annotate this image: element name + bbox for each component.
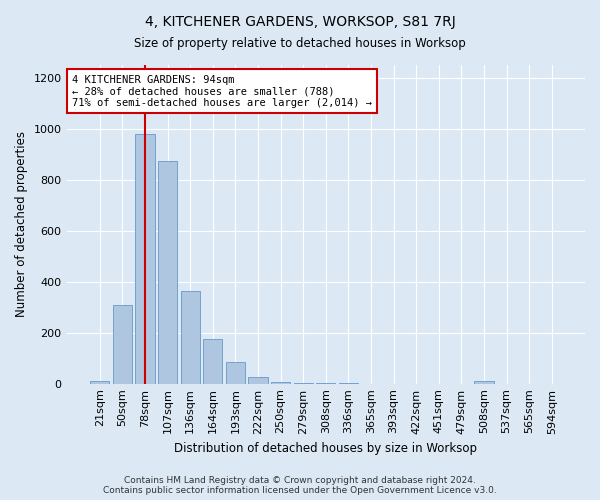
- Bar: [475, 381, 494, 384]
- Bar: [293, 383, 313, 384]
- X-axis label: Distribution of detached houses by size in Worksop: Distribution of detached houses by size …: [174, 442, 477, 455]
- Bar: [248, 378, 268, 384]
- Bar: [226, 362, 245, 384]
- Bar: [90, 381, 109, 384]
- Bar: [136, 134, 155, 384]
- Bar: [271, 382, 290, 384]
- Bar: [181, 290, 200, 384]
- Text: 4 KITCHENER GARDENS: 94sqm
← 28% of detached houses are smaller (788)
71% of sem: 4 KITCHENER GARDENS: 94sqm ← 28% of deta…: [72, 74, 372, 108]
- Text: Contains HM Land Registry data © Crown copyright and database right 2024.
Contai: Contains HM Land Registry data © Crown c…: [103, 476, 497, 495]
- Bar: [203, 339, 223, 384]
- Bar: [158, 160, 177, 384]
- Text: Size of property relative to detached houses in Worksop: Size of property relative to detached ho…: [134, 38, 466, 51]
- Text: 4, KITCHENER GARDENS, WORKSOP, S81 7RJ: 4, KITCHENER GARDENS, WORKSOP, S81 7RJ: [145, 15, 455, 29]
- Y-axis label: Number of detached properties: Number of detached properties: [15, 132, 28, 318]
- Bar: [113, 304, 132, 384]
